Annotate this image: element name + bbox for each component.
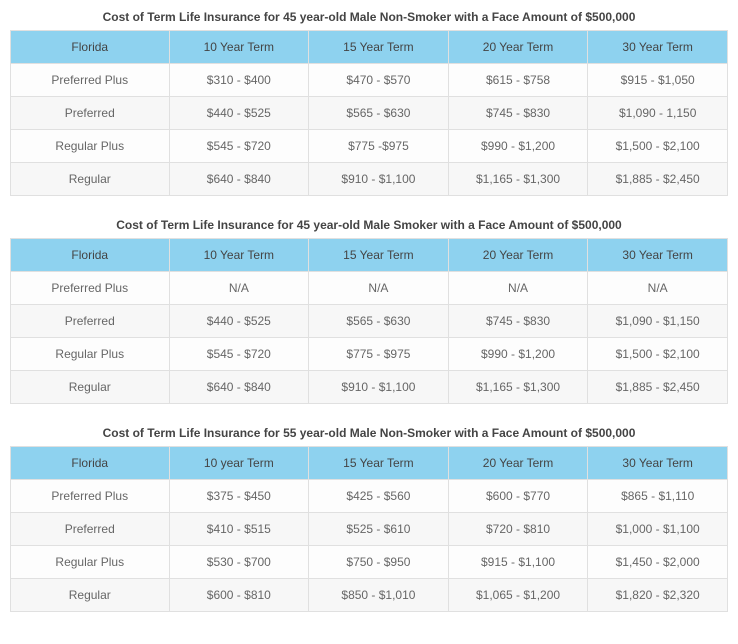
insurance-cost-table: Florida10 year Term15 Year Term20 Year T…: [10, 446, 728, 612]
price-cell: $915 - $1,050: [588, 64, 727, 96]
price-cell: $615 - $758: [449, 64, 588, 96]
row-label: Preferred Plus: [11, 480, 169, 512]
table-row: Regular Plus$545 - $720$775 - $975$990 -…: [11, 338, 727, 370]
column-header: 10 Year Term: [170, 31, 309, 63]
column-header: Florida: [11, 447, 169, 479]
price-cell: $1,885 - $2,450: [588, 163, 727, 195]
price-cell: $865 - $1,110: [588, 480, 727, 512]
table-row: Regular$640 - $840$910 - $1,100$1,165 - …: [11, 163, 727, 195]
table-title: Cost of Term Life Insurance for 55 year-…: [10, 426, 728, 440]
price-cell: $525 - $610: [309, 513, 448, 545]
price-cell: $1,165 - $1,300: [449, 371, 588, 403]
table-row: Preferred$440 - $525$565 - $630$745 - $8…: [11, 305, 727, 337]
row-label: Preferred Plus: [11, 64, 169, 96]
row-label: Regular Plus: [11, 338, 169, 370]
insurance-cost-table: Florida10 Year Term15 Year Term20 Year T…: [10, 238, 728, 404]
price-cell: $910 - $1,100: [309, 371, 448, 403]
price-cell: N/A: [449, 272, 588, 304]
price-cell: $1,500 - $2,100: [588, 130, 727, 162]
price-cell: $720 - $810: [449, 513, 588, 545]
column-header: 30 Year Term: [588, 239, 727, 271]
price-cell: $990 - $1,200: [449, 338, 588, 370]
price-cell: $545 - $720: [170, 130, 309, 162]
price-cell: $910 - $1,100: [309, 163, 448, 195]
row-label: Preferred: [11, 305, 169, 337]
price-cell: N/A: [170, 272, 309, 304]
table-row: Preferred PlusN/AN/AN/AN/A: [11, 272, 727, 304]
table-row: Regular$640 - $840$910 - $1,100$1,165 - …: [11, 371, 727, 403]
price-cell: $1,065 - $1,200: [449, 579, 588, 611]
price-cell: $565 - $630: [309, 97, 448, 129]
table-title: Cost of Term Life Insurance for 45 year-…: [10, 10, 728, 24]
column-header: 20 Year Term: [449, 239, 588, 271]
price-cell: $1,820 - $2,320: [588, 579, 727, 611]
row-label: Regular: [11, 579, 169, 611]
price-cell: $545 - $720: [170, 338, 309, 370]
column-header: Florida: [11, 239, 169, 271]
row-label: Regular: [11, 371, 169, 403]
price-cell: $425 - $560: [309, 480, 448, 512]
insurance-table-block: Cost of Term Life Insurance for 45 year-…: [10, 10, 728, 196]
table-title: Cost of Term Life Insurance for 45 year-…: [10, 218, 728, 232]
price-cell: $915 - $1,100: [449, 546, 588, 578]
row-label: Regular Plus: [11, 130, 169, 162]
insurance-cost-table: Florida10 Year Term15 Year Term20 Year T…: [10, 30, 728, 196]
column-header: Florida: [11, 31, 169, 63]
price-cell: $1,000 - $1,100: [588, 513, 727, 545]
price-cell: $745 - $830: [449, 97, 588, 129]
insurance-table-block: Cost of Term Life Insurance for 55 year-…: [10, 426, 728, 612]
column-header: 15 Year Term: [309, 239, 448, 271]
column-header: 15 Year Term: [309, 31, 448, 63]
column-header: 10 year Term: [170, 447, 309, 479]
row-label: Regular Plus: [11, 546, 169, 578]
price-cell: $310 - $400: [170, 64, 309, 96]
price-cell: $1,165 - $1,300: [449, 163, 588, 195]
table-row: Preferred Plus$375 - $450$425 - $560$600…: [11, 480, 727, 512]
table-row: Preferred$440 - $525$565 - $630$745 - $8…: [11, 97, 727, 129]
price-cell: $470 - $570: [309, 64, 448, 96]
table-row: Regular$600 - $810$850 - $1,010$1,065 - …: [11, 579, 727, 611]
column-header: 30 Year Term: [588, 447, 727, 479]
column-header: 20 Year Term: [449, 447, 588, 479]
table-row: Regular Plus$545 - $720$775 -$975$990 - …: [11, 130, 727, 162]
price-cell: $750 - $950: [309, 546, 448, 578]
price-cell: $745 - $830: [449, 305, 588, 337]
price-cell: $375 - $450: [170, 480, 309, 512]
price-cell: $1,885 - $2,450: [588, 371, 727, 403]
row-label: Preferred: [11, 97, 169, 129]
table-row: Preferred Plus$310 - $400$470 - $570$615…: [11, 64, 727, 96]
column-header: 30 Year Term: [588, 31, 727, 63]
price-cell: $565 - $630: [309, 305, 448, 337]
price-cell: $600 - $770: [449, 480, 588, 512]
row-label: Preferred: [11, 513, 169, 545]
row-label: Preferred Plus: [11, 272, 169, 304]
price-cell: $1,090 - $1,150: [588, 305, 727, 337]
price-cell: $990 - $1,200: [449, 130, 588, 162]
price-cell: $440 - $525: [170, 305, 309, 337]
row-label: Regular: [11, 163, 169, 195]
column-header: 10 Year Term: [170, 239, 309, 271]
price-cell: N/A: [588, 272, 727, 304]
price-cell: $600 - $810: [170, 579, 309, 611]
price-cell: N/A: [309, 272, 448, 304]
price-cell: $850 - $1,010: [309, 579, 448, 611]
table-row: Regular Plus$530 - $700$750 - $950$915 -…: [11, 546, 727, 578]
table-row: Preferred$410 - $515$525 - $610$720 - $8…: [11, 513, 727, 545]
price-cell: $440 - $525: [170, 97, 309, 129]
price-cell: $775 - $975: [309, 338, 448, 370]
price-cell: $1,500 - $2,100: [588, 338, 727, 370]
insurance-table-block: Cost of Term Life Insurance for 45 year-…: [10, 218, 728, 404]
price-cell: $1,090 - 1,150: [588, 97, 727, 129]
price-cell: $410 - $515: [170, 513, 309, 545]
price-cell: $530 - $700: [170, 546, 309, 578]
price-cell: $1,450 - $2,000: [588, 546, 727, 578]
price-cell: $640 - $840: [170, 371, 309, 403]
price-cell: $775 -$975: [309, 130, 448, 162]
column-header: 15 Year Term: [309, 447, 448, 479]
price-cell: $640 - $840: [170, 163, 309, 195]
column-header: 20 Year Term: [449, 31, 588, 63]
